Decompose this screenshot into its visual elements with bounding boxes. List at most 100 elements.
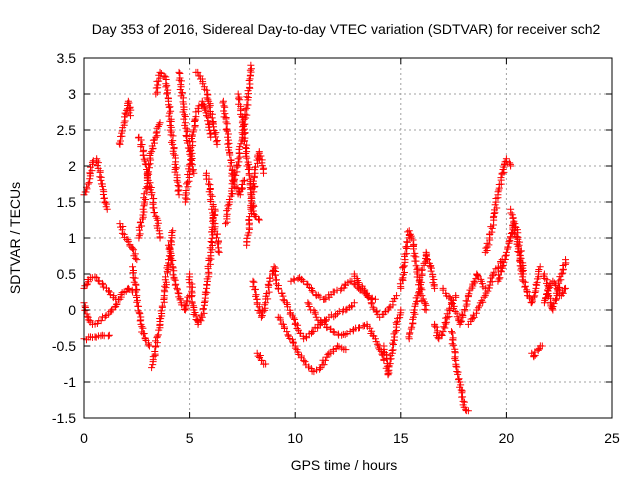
data-point bbox=[471, 279, 479, 287]
data-point bbox=[200, 309, 208, 317]
data-point bbox=[152, 212, 160, 220]
data-point bbox=[236, 149, 244, 157]
data-point bbox=[187, 293, 195, 301]
data-point bbox=[158, 302, 166, 310]
data-point bbox=[181, 121, 189, 129]
data-point bbox=[88, 158, 96, 166]
data-point bbox=[175, 293, 183, 301]
data-point bbox=[206, 260, 214, 268]
data-point bbox=[219, 99, 227, 107]
data-point bbox=[252, 285, 260, 293]
data-point bbox=[245, 77, 253, 85]
data-point bbox=[469, 315, 477, 323]
data-point bbox=[480, 293, 488, 301]
data-point bbox=[138, 222, 146, 230]
data-point bbox=[240, 121, 248, 129]
data-point bbox=[531, 288, 539, 296]
data-point bbox=[341, 331, 349, 339]
data-point bbox=[161, 282, 169, 290]
data-point bbox=[530, 293, 538, 301]
data-point bbox=[152, 90, 160, 98]
data-point bbox=[246, 66, 254, 74]
data-point bbox=[552, 296, 560, 304]
data-point bbox=[83, 312, 91, 320]
data-point bbox=[333, 342, 341, 350]
data-point bbox=[140, 151, 148, 159]
data-point bbox=[206, 196, 214, 204]
data-point bbox=[134, 302, 142, 310]
data-point bbox=[516, 257, 524, 265]
data-point bbox=[509, 222, 517, 230]
data-point bbox=[148, 191, 156, 199]
data-point bbox=[166, 103, 174, 111]
data-point bbox=[509, 214, 517, 222]
data-point bbox=[449, 304, 457, 312]
data-point bbox=[278, 289, 286, 297]
data-point bbox=[533, 281, 541, 289]
data-point bbox=[155, 227, 163, 235]
data-point bbox=[342, 346, 350, 354]
data-point bbox=[157, 307, 165, 315]
data-point bbox=[162, 83, 170, 91]
data-point bbox=[245, 216, 253, 224]
data-point bbox=[171, 281, 179, 289]
data-point bbox=[202, 112, 210, 120]
data-point bbox=[131, 254, 139, 262]
data-point bbox=[338, 331, 346, 339]
data-point bbox=[180, 115, 188, 123]
data-point bbox=[239, 177, 247, 185]
data-point bbox=[557, 270, 565, 278]
data-point bbox=[168, 228, 176, 236]
data-point bbox=[515, 248, 523, 256]
data-point bbox=[167, 117, 175, 125]
data-point bbox=[366, 324, 374, 332]
data-point bbox=[136, 230, 144, 238]
data-point bbox=[120, 230, 128, 238]
y-tick-label: -1.5 bbox=[52, 410, 76, 426]
data-point bbox=[303, 280, 311, 288]
data-point bbox=[493, 204, 501, 212]
data-point bbox=[210, 123, 218, 131]
data-point bbox=[222, 118, 230, 126]
data-point bbox=[152, 129, 160, 137]
data-point bbox=[136, 317, 144, 325]
x-axis-label: GPS time / hours bbox=[291, 457, 398, 473]
data-point bbox=[163, 90, 171, 98]
data-point bbox=[152, 337, 160, 345]
data-point bbox=[401, 250, 409, 258]
data-point bbox=[164, 241, 172, 249]
data-point bbox=[562, 256, 570, 264]
data-point bbox=[208, 234, 216, 242]
y-tick-label: 1.5 bbox=[57, 194, 77, 210]
data-point bbox=[213, 140, 221, 148]
data-point bbox=[173, 286, 181, 294]
data-point bbox=[247, 61, 255, 69]
data-point bbox=[254, 215, 262, 223]
data-point bbox=[350, 280, 358, 288]
data-point bbox=[188, 131, 196, 139]
data-point bbox=[416, 285, 424, 293]
data-point bbox=[532, 280, 540, 288]
data-point bbox=[391, 333, 399, 341]
data-point bbox=[151, 209, 159, 217]
data-point bbox=[474, 304, 482, 312]
data-point bbox=[169, 150, 177, 158]
data-point bbox=[502, 248, 510, 256]
data-point bbox=[172, 164, 180, 172]
data-point bbox=[174, 178, 182, 186]
data-point bbox=[166, 109, 174, 117]
x-tick-label: 10 bbox=[287, 430, 303, 446]
data-point bbox=[305, 302, 313, 310]
data-point bbox=[135, 309, 143, 317]
data-point bbox=[400, 268, 408, 276]
data-point bbox=[542, 294, 550, 302]
data-point bbox=[241, 176, 249, 184]
data-point bbox=[545, 284, 553, 292]
data-point bbox=[231, 175, 239, 183]
data-point bbox=[415, 289, 423, 297]
y-tick-label: 3.5 bbox=[57, 50, 77, 66]
data-point bbox=[186, 160, 194, 168]
data-point bbox=[103, 205, 111, 213]
data-point bbox=[245, 219, 253, 227]
data-point bbox=[99, 283, 107, 291]
